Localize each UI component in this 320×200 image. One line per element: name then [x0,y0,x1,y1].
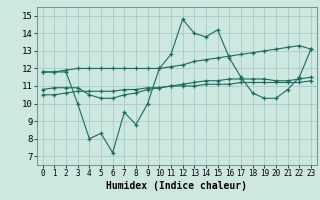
X-axis label: Humidex (Indice chaleur): Humidex (Indice chaleur) [106,181,247,191]
